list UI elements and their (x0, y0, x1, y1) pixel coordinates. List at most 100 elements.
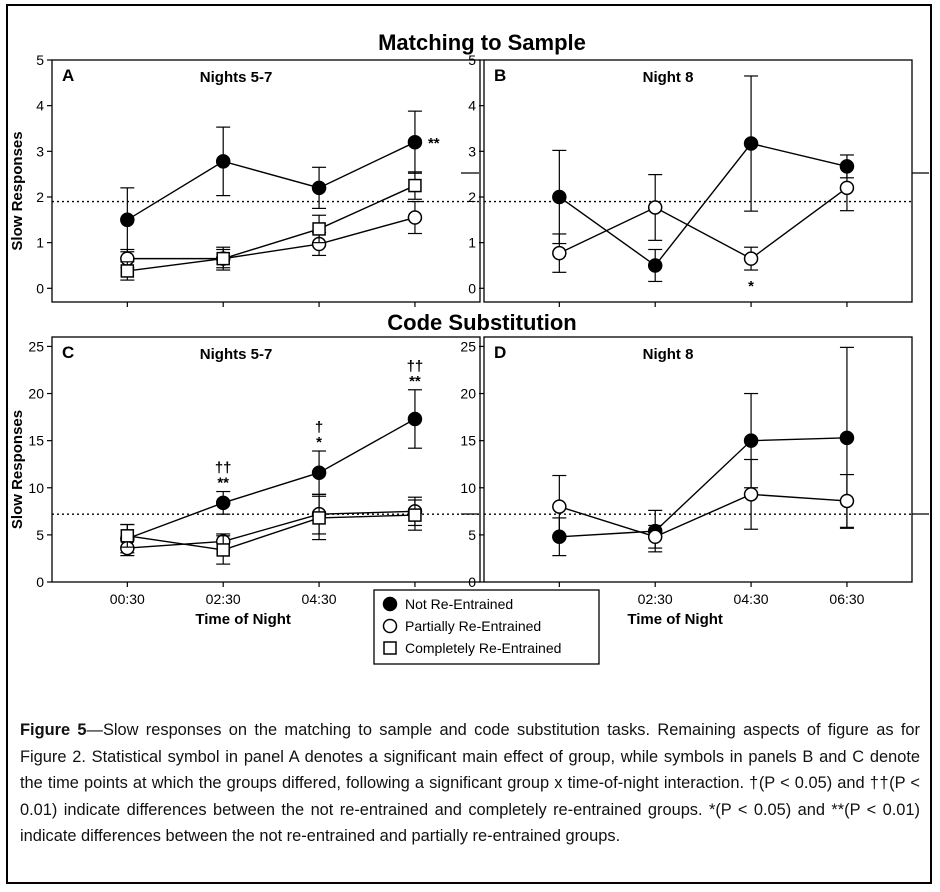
y-tick-label: 10 (460, 480, 476, 496)
legend-box (373, 589, 600, 665)
caption-text: —Slow responses on the matching to sampl… (20, 721, 920, 845)
y-tick-label: 15 (460, 433, 476, 449)
data-point (743, 251, 759, 266)
panel-title: Nights 5-7 (200, 346, 273, 363)
data-point (647, 529, 663, 545)
panel-letter: B (494, 66, 506, 85)
x-tick-label: 04:30 (734, 591, 769, 607)
series-not-re-entrained (120, 389, 423, 554)
series-partially-re-entrained (552, 458, 855, 549)
panel-b: 0 1 2 3 4 5 B Night 8 * (468, 52, 913, 307)
data-point (215, 495, 231, 511)
y-tick-label: 0 (36, 574, 44, 590)
series-line (127, 216, 416, 260)
data-point (839, 493, 855, 509)
plot-frame (51, 59, 481, 303)
y-tick-label: 3 (468, 143, 476, 159)
data-point (743, 433, 759, 448)
y-tick-label: 4 (468, 98, 476, 114)
series-not-re-entrained (552, 346, 855, 557)
series-partially-re-entrained (120, 200, 423, 269)
data-point (647, 258, 663, 273)
x-tick-label: 00:30 (110, 591, 145, 607)
data-point (120, 212, 135, 228)
significance-marker: ** (428, 135, 440, 152)
data-point (743, 136, 759, 151)
y-tick-label: 0 (36, 280, 44, 296)
plot-frame (51, 336, 481, 583)
series-line (559, 493, 847, 538)
panel-title: Nights 5-7 (200, 69, 273, 86)
data-point (312, 222, 326, 236)
data-point (552, 245, 567, 261)
plot-frame (483, 336, 913, 583)
legend-marker (382, 618, 398, 634)
y-tick-label: 1 (468, 235, 476, 251)
x-tick-label: 04:30 (302, 591, 337, 607)
series-not-re-entrained (120, 110, 423, 253)
legend-label: Partially Re-Entrained (405, 618, 541, 634)
panel-letter: A (62, 66, 74, 85)
y-tick-label: 1 (36, 235, 44, 251)
section-title-code: Code Substitution (387, 310, 576, 335)
legend-marker (382, 596, 398, 612)
panel-letter: D (494, 343, 506, 362)
series-line (559, 187, 848, 260)
panel-title: Night 8 (643, 346, 694, 363)
series-line (127, 418, 416, 540)
legend-label: Not Re-Entrained (405, 596, 513, 612)
x-tick-label: 02:30 (638, 591, 673, 607)
data-point (311, 180, 327, 196)
panel-letter: C (62, 343, 74, 362)
y-tick-label: 2 (36, 189, 44, 205)
data-point (216, 543, 230, 557)
y-tick-label: 10 (28, 480, 44, 496)
x-axis-label: Time of Night (627, 611, 723, 628)
series-partially-re-entrained (552, 164, 855, 273)
y-tick-label: 0 (468, 280, 476, 296)
series-completely-re-entrained (120, 171, 422, 281)
data-point (312, 511, 326, 525)
series-line (126, 141, 416, 221)
data-point (216, 251, 230, 266)
significance-marker: † (315, 419, 323, 436)
x-tick-label: 02:30 (206, 591, 241, 607)
data-point (552, 499, 567, 514)
data-point (120, 529, 135, 543)
x-tick-label: 06:30 (829, 591, 864, 607)
series-line (558, 142, 848, 267)
y-tick-label: 15 (28, 433, 44, 449)
y-tick-label: 5 (468, 52, 476, 68)
y-tick-label: 25 (460, 338, 476, 354)
caption-label: Figure 5 (20, 721, 87, 739)
data-point (839, 430, 855, 446)
series-line (127, 510, 415, 549)
data-point (407, 134, 423, 150)
y-axis-label: Slow Responses (9, 410, 26, 529)
data-point (743, 487, 759, 502)
figure-caption: Figure 5—Slow responses on the matching … (20, 717, 920, 850)
data-point (407, 210, 423, 225)
data-point (407, 411, 423, 427)
y-tick-label: 5 (36, 527, 44, 543)
series-completely-re-entrained (120, 495, 422, 565)
panel-title: Night 8 (643, 69, 694, 86)
plot-frame (483, 59, 913, 303)
series-line (127, 514, 415, 551)
series-not-re-entrained (552, 75, 855, 283)
legend: Not Re-Entrained Partially Re-Entrained Co… (373, 589, 600, 665)
y-tick-label: 4 (36, 98, 44, 114)
data-point (647, 200, 663, 215)
y-tick-label: 20 (460, 386, 476, 402)
y-tick-label: 3 (36, 143, 44, 159)
y-tick-label: 20 (28, 386, 44, 402)
y-tick-label: 25 (28, 338, 44, 354)
y-tick-label: 5 (468, 527, 476, 543)
figure-frame (6, 4, 932, 884)
significance-marker: †† (215, 460, 232, 477)
significance-marker: ** (217, 475, 229, 492)
significance-marker: ** (409, 373, 421, 390)
